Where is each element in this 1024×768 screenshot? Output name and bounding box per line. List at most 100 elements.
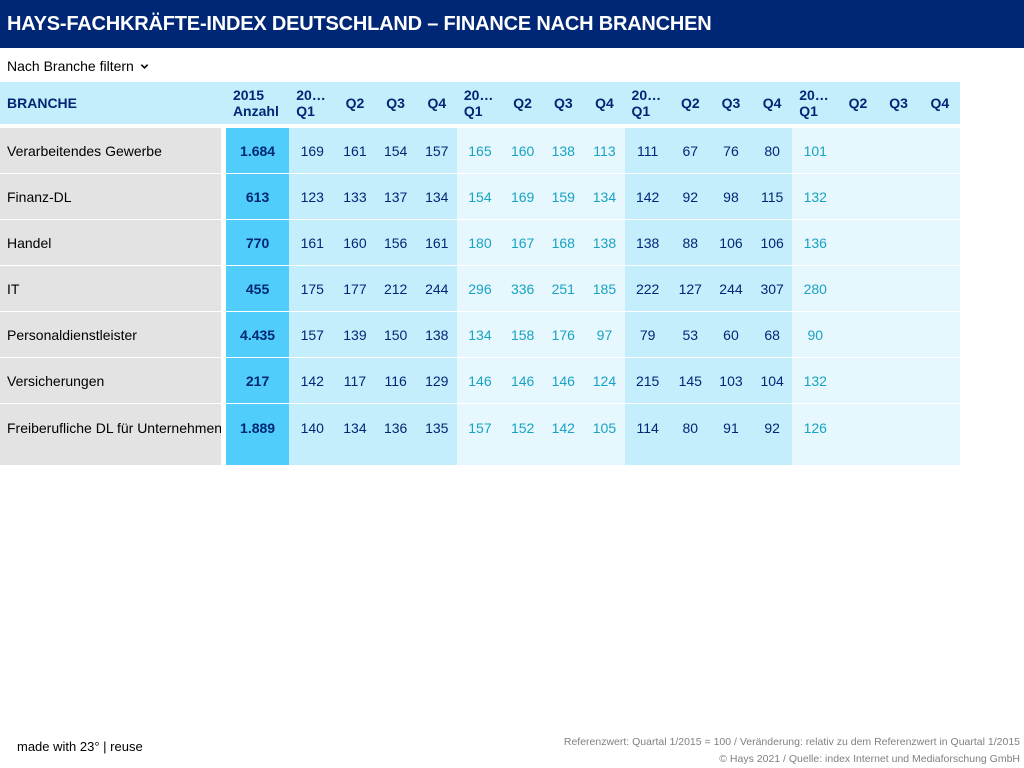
header-quarter-label: Q1 (799, 103, 818, 119)
header-quarter[interactable]: Q3 (709, 82, 753, 128)
reuse-link[interactable]: reuse (110, 739, 143, 754)
cell-value: 244 (709, 266, 753, 312)
cell-value: 152 (503, 404, 543, 465)
cell-value: 126 (792, 404, 839, 465)
cell-value (877, 358, 920, 404)
cell-value: 154 (456, 174, 504, 220)
table-row: Personaldienstleister 4.435 157 139 150 138 13… (0, 312, 960, 358)
cell-value: 169 (289, 128, 336, 174)
cell-value (838, 312, 878, 358)
cell-value: 307 (752, 266, 793, 312)
header-quarter[interactable]: Q2 (838, 82, 878, 128)
header-quarter[interactable]: Q4 (919, 82, 960, 128)
header-quarter-label: Q3 (721, 95, 741, 111)
cell-value: 113 (584, 128, 625, 174)
cell-value: 124 (584, 358, 625, 404)
cell-value (919, 128, 960, 174)
cell-value: 159 (542, 174, 585, 220)
cell-value: 76 (709, 128, 753, 174)
header-quarter[interactable]: 20… Q1 (456, 82, 504, 128)
cell-value: 215 (624, 358, 671, 404)
cell-value: 142 (542, 404, 585, 465)
row-label: Freiberufliche DL für Unternehmen (0, 404, 226, 465)
cell-value: 79 (624, 312, 671, 358)
header-year: 20… (463, 87, 494, 103)
row-label: Verarbeitendes Gewerbe (0, 128, 226, 174)
cell-value: 132 (792, 174, 839, 220)
cell-anzahl: 613 (225, 174, 290, 220)
cell-value: 115 (752, 174, 793, 220)
header-quarter[interactable]: Q2 (335, 82, 375, 128)
cell-value: 98 (709, 174, 753, 220)
header-quarter-label: Q1 (296, 103, 315, 119)
header-quarter[interactable]: Q3 (877, 82, 920, 128)
header-quarter[interactable]: 20… Q1 (792, 82, 839, 128)
cell-value: 88 (670, 220, 710, 266)
cell-value: 140 (289, 404, 336, 465)
cell-value: 132 (792, 358, 839, 404)
footer-separator: | (103, 739, 107, 754)
made-with-link[interactable]: made with 23° (17, 739, 100, 754)
header-quarter[interactable]: Q4 (584, 82, 625, 128)
cell-value: 92 (670, 174, 710, 220)
header-quarter[interactable]: 20… Q1 (624, 82, 671, 128)
cell-value: 133 (335, 174, 375, 220)
header-anzahl[interactable]: 2015 Anzahl (225, 82, 290, 128)
header-quarter[interactable]: Q4 (416, 82, 457, 128)
footer-credits: made with 23° | reuse (17, 739, 143, 754)
header-quarter[interactable]: Q3 (542, 82, 585, 128)
row-label: Personaldienstleister (0, 312, 226, 358)
cell-value: 158 (503, 312, 543, 358)
table-row: Freiberufliche DL für Unternehmen 1.889 14… (0, 404, 960, 465)
header-quarter[interactable]: Q2 (670, 82, 710, 128)
filter-label: Nach Branche filtern (7, 58, 134, 74)
cell-value: 134 (416, 174, 457, 220)
header-quarter-label: Q4 (762, 95, 782, 111)
cell-value: 161 (416, 220, 457, 266)
cell-value: 139 (335, 312, 375, 358)
cell-value: 167 (503, 220, 543, 266)
cell-value: 67 (670, 128, 710, 174)
cell-value: 154 (374, 128, 417, 174)
header-year: 20… (799, 87, 829, 103)
cell-value: 134 (584, 174, 625, 220)
header-quarter[interactable]: 20… Q1 (289, 82, 336, 128)
cell-value: 117 (335, 358, 375, 404)
cell-value (919, 404, 960, 465)
header-quarter[interactable]: Q3 (374, 82, 417, 128)
cell-value (838, 220, 878, 266)
cell-value: 129 (416, 358, 457, 404)
row-label: IT (0, 266, 226, 312)
header-quarter[interactable]: Q2 (503, 82, 543, 128)
table-row: Versicherungen 217 142 117 116 129 146 146 146 12… (0, 358, 960, 404)
cell-value: 123 (289, 174, 336, 220)
title-bar: HAYS-FACHKRÄFTE-INDEX DEUTSCHLAND – FINA… (0, 0, 1024, 48)
cell-value: 180 (456, 220, 504, 266)
header-branche[interactable]: BRANCHE (0, 82, 226, 128)
cell-value (838, 358, 878, 404)
header-quarter-label: Q2 (513, 95, 532, 111)
cell-value: 106 (709, 220, 753, 266)
chevron-down-icon (140, 63, 149, 69)
cell-value: 101 (792, 128, 839, 174)
row-label: Versicherungen (0, 358, 226, 404)
table-row: Verarbeitendes Gewerbe 1.684 169 161 154 157 1… (0, 128, 960, 174)
cell-value: 168 (542, 220, 585, 266)
table-header-row: BRANCHE 2015 Anzahl 20… Q1 Q2 Q3 Q4 20… Q1 Q2 Q3… (0, 82, 960, 128)
cell-value: 91 (709, 404, 753, 465)
cell-value: 134 (335, 404, 375, 465)
cell-value: 146 (503, 358, 543, 404)
cell-value: 114 (624, 404, 671, 465)
cell-value: 92 (752, 404, 793, 465)
cell-value: 136 (374, 404, 417, 465)
branche-filter-dropdown[interactable]: Nach Branche filtern (7, 58, 149, 74)
table-row: Finanz-DL 613 123 133 137 134 154 169 159 134 142 9… (0, 174, 960, 220)
header-quarter[interactable]: Q4 (752, 82, 793, 128)
cell-value (838, 266, 878, 312)
cell-value: 157 (416, 128, 457, 174)
cell-anzahl: 770 (225, 220, 290, 266)
cell-value: 336 (503, 266, 543, 312)
cell-value: 185 (584, 266, 625, 312)
cell-value: 251 (542, 266, 585, 312)
